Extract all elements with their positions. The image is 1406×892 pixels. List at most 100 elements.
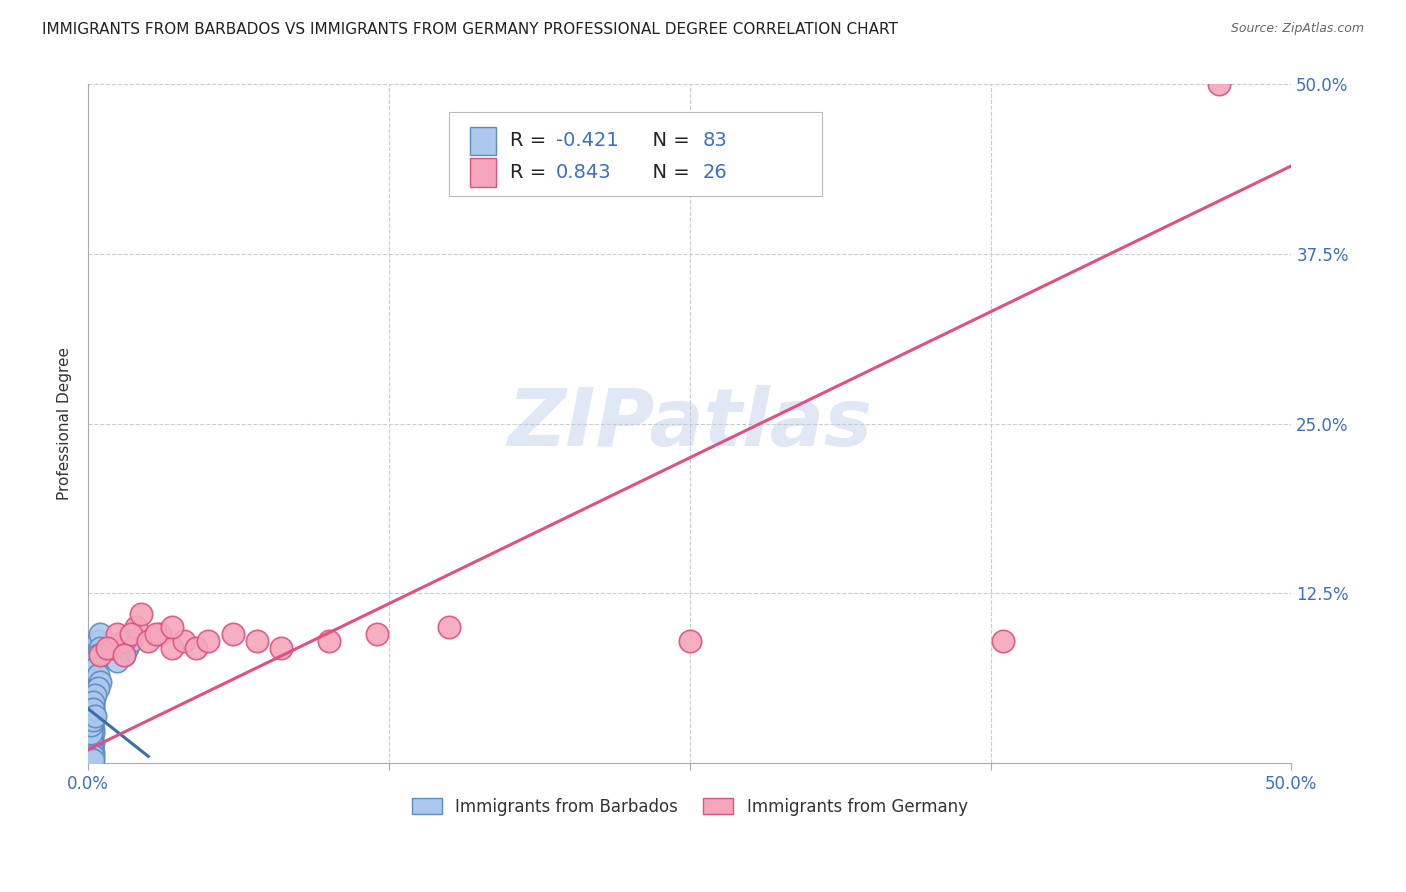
Point [136,634,159,648]
Point [79,718,101,732]
Point [121,634,143,648]
Point [79,654,101,668]
Legend: Immigrants from Barbados, Immigrants from Germany: Immigrants from Barbados, Immigrants fro… [405,791,974,822]
Point [79,729,101,743]
FancyBboxPatch shape [470,127,496,155]
Point [79,695,101,709]
Point [79,715,101,730]
Point [79,685,101,699]
Point [79,715,101,730]
Point [79,674,101,689]
Point [79,722,101,736]
Point [87,640,110,655]
Point [79,688,101,702]
Point [82,702,104,716]
Point [79,745,101,759]
Point [79,749,101,764]
Point [101,640,124,655]
Point [129,607,152,621]
Text: N =: N = [640,163,696,182]
Point [82,699,104,714]
Point [87,634,110,648]
Point [79,688,101,702]
Point [82,749,104,764]
FancyBboxPatch shape [470,159,496,187]
Point [82,668,104,682]
Point [79,668,101,682]
Point [79,731,101,746]
Point [82,664,104,678]
Point [437,620,460,634]
Point [112,648,135,662]
Point [79,708,101,723]
Point [121,627,143,641]
Point [79,681,101,696]
Text: Source: ZipAtlas.com: Source: ZipAtlas.com [1230,22,1364,36]
Point [84,688,107,702]
Text: 83: 83 [703,131,728,150]
Text: N =: N = [640,131,696,150]
Point [246,634,269,648]
Text: IMMIGRANTS FROM BARBADOS VS IMMIGRANTS FROM GERMANY PROFESSIONAL DEGREE CORRELAT: IMMIGRANTS FROM BARBADOS VS IMMIGRANTS F… [42,22,898,37]
Point [79,752,101,766]
Point [125,620,148,634]
Point [79,718,101,732]
Point [270,640,292,655]
Point [79,729,101,743]
Point [79,705,101,719]
Point [87,648,110,662]
Point [1208,78,1230,92]
Text: ZIPatlas: ZIPatlas [508,384,872,463]
Point [82,726,104,740]
Point [162,640,184,655]
Point [162,620,184,634]
Point [79,681,101,696]
Point [82,695,104,709]
Point [82,722,104,736]
Point [84,648,107,662]
Point [186,640,208,655]
Point [82,753,104,767]
Point [82,736,104,750]
Y-axis label: Professional Degree: Professional Degree [58,347,72,500]
Point [84,708,107,723]
Point [79,690,101,705]
Point [79,742,101,756]
Point [79,742,101,756]
Point [79,715,101,730]
Point [79,726,101,740]
Point [87,668,110,682]
Point [79,729,101,743]
Point [145,627,167,641]
Point [84,661,107,675]
Point [318,634,340,648]
Point [79,731,101,746]
Point [991,634,1014,648]
Point [82,708,104,723]
Point [221,627,243,641]
Point [79,729,101,743]
Point [79,736,101,750]
Point [82,648,104,662]
Point [112,634,135,648]
Point [112,648,135,662]
Point [679,634,702,648]
Text: 0.843: 0.843 [557,163,612,182]
Point [79,672,101,686]
Point [79,661,101,675]
Point [79,736,101,750]
Point [82,695,104,709]
Point [79,648,101,662]
Point [105,654,128,668]
Point [79,713,101,727]
Point [115,640,138,655]
Point [79,739,101,754]
Point [79,674,101,689]
Point [79,715,101,730]
Text: -0.421: -0.421 [557,131,619,150]
Point [89,648,111,662]
Text: R =: R = [510,131,553,150]
Text: 26: 26 [703,163,728,182]
Point [82,654,104,668]
Point [79,739,101,754]
